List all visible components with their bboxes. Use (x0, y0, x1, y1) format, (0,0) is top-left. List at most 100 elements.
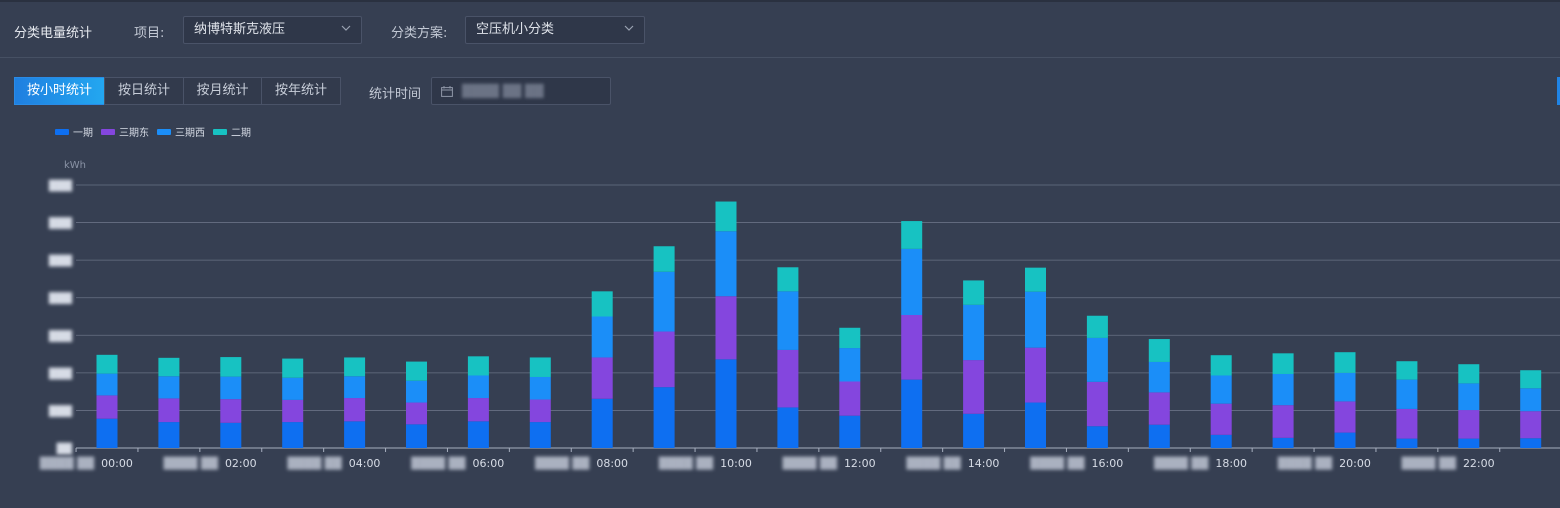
page-title: 分类电量统计 (14, 26, 93, 41)
project-select[interactable]: 纳博特斯克液压 (183, 16, 362, 44)
bar-segment (653, 387, 675, 448)
bar-segment (1396, 379, 1418, 409)
bar-segment (839, 415, 861, 448)
x-tick-time: 08:00 (596, 457, 628, 470)
x-tick-time: 04:00 (349, 457, 381, 470)
x-tick-date: ████ ██ (1277, 456, 1333, 470)
x-tick-time: 22:00 (1463, 457, 1495, 470)
bar-segment (1396, 408, 1418, 439)
x-tick-date: ████ ██ (1153, 456, 1209, 470)
bar-segment (467, 421, 489, 448)
bar-segment (1148, 424, 1170, 448)
tab-yearly[interactable]: 按年统计 (261, 77, 341, 105)
scheme-select[interactable]: 空压机小分类 (465, 16, 645, 44)
tab-daily[interactable]: 按日统计 (104, 77, 184, 105)
legend-item-series-4[interactable]: 二期 (213, 124, 251, 139)
scheme-select-value: 空压机小分类 (476, 22, 555, 37)
date-picker[interactable]: ████ ██ ██ (431, 77, 611, 105)
bar-segment (1148, 392, 1170, 425)
x-tick-time: 16:00 (1092, 457, 1124, 470)
x-tick-time: 00:00 (101, 457, 133, 470)
bar-segment (839, 327, 861, 349)
y-tick-label: ██ (56, 442, 73, 455)
x-tick-time: 18:00 (1215, 457, 1247, 470)
bar-segment (406, 380, 427, 403)
x-tick-date: ████ ██ (782, 456, 838, 470)
bar-segment (344, 376, 366, 399)
stat-time-label: 统计时间 (369, 87, 422, 102)
x-tick-date: ████ ██ (286, 456, 342, 470)
bar-segment (1025, 402, 1046, 448)
legend-swatch (213, 128, 227, 135)
x-tick-date: ████ ██ (163, 456, 219, 470)
bar-segment (653, 331, 675, 388)
bar-segment (839, 348, 861, 382)
bar-segment (344, 357, 366, 377)
bar-segment (529, 422, 551, 448)
bar-segment (1334, 352, 1356, 373)
legend-item-series-1[interactable]: 一期 (55, 124, 93, 139)
x-tick-time: 20:00 (1339, 457, 1371, 470)
bar-segment (715, 359, 737, 448)
bar-segment (1086, 315, 1108, 338)
right-edge-accent (1557, 77, 1560, 105)
x-tick-date: ████ ██ (1029, 456, 1085, 470)
bar-segment (344, 421, 366, 448)
bar-segment (715, 296, 737, 360)
tab-monthly[interactable]: 按月统计 (183, 77, 262, 105)
calendar-icon (441, 86, 453, 97)
bar-segment (1025, 347, 1046, 403)
bar-segment (1334, 372, 1356, 402)
date-value: ████ ██ ██ (462, 84, 544, 98)
energy-bar-chart: kWh███████████████████████████ ██ 00:00 ██… (39, 160, 1560, 470)
bar-segment (467, 398, 489, 422)
bar-segment (777, 407, 799, 448)
bar-segment (1458, 438, 1480, 448)
bar-segment (1520, 370, 1542, 389)
bar-segment (1272, 373, 1294, 406)
legend-item-series-3[interactable]: 三期西 (157, 124, 205, 139)
bar-segment (1210, 434, 1232, 448)
y-tick-label: ███ (48, 217, 72, 230)
chart-legend: 一期 三期东 三期西 二期 (55, 124, 259, 139)
legend-label: 三期东 (119, 128, 149, 139)
bar-segment (406, 402, 427, 425)
bar-segment (963, 280, 985, 305)
bar-segment (777, 267, 799, 292)
bar-segment (1086, 337, 1108, 382)
bar-segment (1210, 375, 1232, 404)
tab-hourly[interactable]: 按小时统计 (14, 77, 105, 105)
project-label: 项目: (134, 26, 165, 41)
header-divider (0, 57, 1560, 58)
bar-segment (901, 248, 923, 315)
top-border (0, 0, 1560, 2)
bar-segment (1272, 437, 1294, 448)
bar-segment (963, 304, 985, 361)
project-select-value: 纳博特斯克液压 (194, 22, 286, 37)
bar-segment (406, 424, 427, 448)
x-tick-time: 12:00 (844, 457, 876, 470)
bar-segment (220, 376, 242, 400)
legend-item-series-2[interactable]: 三期东 (101, 124, 149, 139)
legend-swatch (157, 128, 171, 135)
bar-segment (653, 271, 675, 332)
bar-segment (839, 381, 861, 416)
bar-segment (467, 375, 489, 399)
bar-segment (591, 316, 613, 358)
bar-segment (1025, 267, 1046, 292)
bar-segment (591, 291, 613, 317)
bar-segment (158, 357, 180, 377)
scheme-label: 分类方案: (391, 26, 448, 41)
legend-swatch (55, 128, 69, 135)
bar-segment (1396, 361, 1418, 380)
bar-segment (901, 379, 923, 448)
bar-segment (1458, 383, 1480, 411)
bar-segment (529, 376, 551, 400)
x-tick-time: 06:00 (473, 457, 505, 470)
x-tick-date: ████ ██ (39, 456, 95, 470)
x-tick-date: ████ ██ (905, 456, 961, 470)
legend-swatch (101, 128, 115, 135)
bar-segment (777, 291, 799, 350)
bar-segment (344, 398, 366, 422)
bar-segment (1148, 361, 1170, 393)
